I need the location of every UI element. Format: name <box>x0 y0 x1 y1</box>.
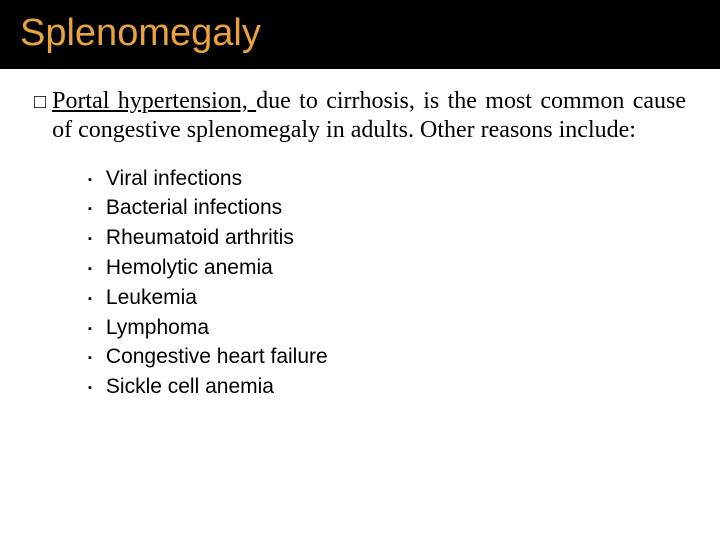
square-filled-bullet-icon: ▪ <box>88 292 92 308</box>
list-item-label: Viral infections <box>106 164 242 194</box>
square-bullet-icon: □ <box>34 90 46 114</box>
list-item-label: Leukemia <box>106 283 197 313</box>
list-item: ▪ Lymphoma <box>88 313 686 343</box>
square-filled-bullet-icon: ▪ <box>88 232 92 248</box>
main-paragraph: □ Portal hypertension, due to cirrhosis,… <box>34 87 686 146</box>
list-item-label: Sickle cell anemia <box>106 372 274 402</box>
list-item-label: Rheumatoid arthritis <box>106 223 294 253</box>
list-item: ▪ Leukemia <box>88 283 686 313</box>
title-band: Splenomegaly <box>0 0 720 69</box>
sub-list: ▪ Viral infections ▪ Bacterial infection… <box>34 164 686 403</box>
square-filled-bullet-icon: ▪ <box>88 202 92 218</box>
list-item-label: Congestive heart failure <box>106 342 328 372</box>
list-item-label: Hemolytic anemia <box>106 253 273 283</box>
square-filled-bullet-icon: ▪ <box>88 262 92 278</box>
square-filled-bullet-icon: ▪ <box>88 351 92 367</box>
list-item: ▪ Rheumatoid arthritis <box>88 223 686 253</box>
list-item-label: Bacterial infections <box>106 193 282 223</box>
underlined-lead: Portal hypertension, <box>52 88 256 114</box>
list-item-label: Lymphoma <box>106 313 209 343</box>
list-item: ▪ Sickle cell anemia <box>88 372 686 402</box>
main-text: Portal hypertension, due to cirrhosis, i… <box>52 87 686 146</box>
list-item: ▪ Viral infections <box>88 164 686 194</box>
list-item: ▪ Bacterial infections <box>88 193 686 223</box>
content-area: □ Portal hypertension, due to cirrhosis,… <box>0 69 720 402</box>
list-item: ▪ Congestive heart failure <box>88 342 686 372</box>
square-filled-bullet-icon: ▪ <box>88 173 92 189</box>
square-filled-bullet-icon: ▪ <box>88 381 92 397</box>
square-filled-bullet-icon: ▪ <box>88 322 92 338</box>
list-item: ▪ Hemolytic anemia <box>88 253 686 283</box>
slide-title: Splenomegaly <box>20 12 700 55</box>
